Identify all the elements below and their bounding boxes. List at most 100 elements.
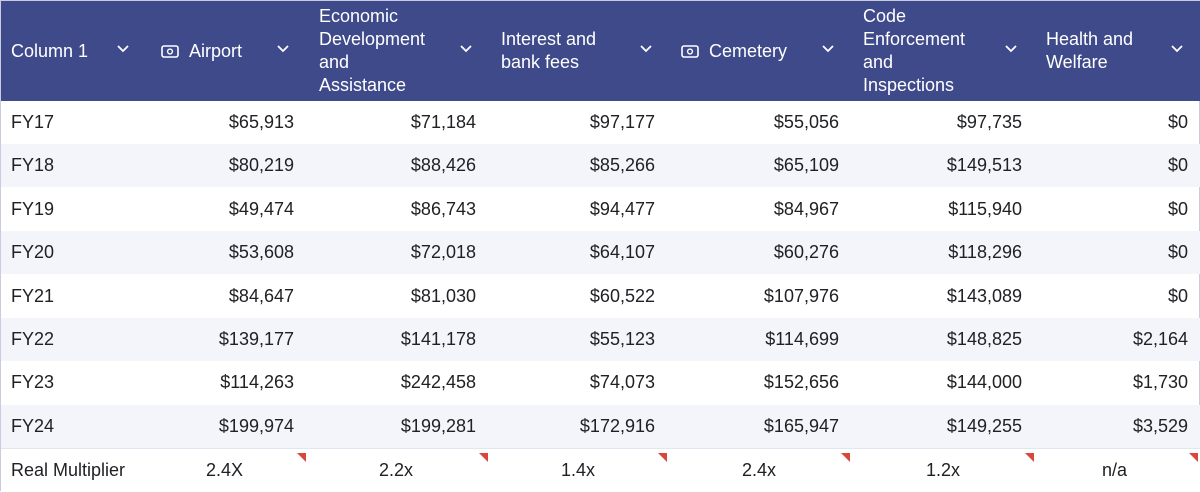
- chevron-down-icon[interactable]: [640, 41, 652, 55]
- table-cell[interactable]: $49,474: [228, 198, 294, 219]
- chevron-down-icon[interactable]: [277, 41, 289, 55]
- column-header-label: Column 1: [11, 40, 89, 61]
- table-cell[interactable]: $97,177: [589, 112, 655, 132]
- table-cell[interactable]: $143,089: [946, 285, 1022, 306]
- multiplier-value: n/a: [1102, 460, 1128, 480]
- multiplier-value: 2.2x: [379, 460, 414, 480]
- table-cell[interactable]: $0: [1167, 112, 1188, 132]
- row-label[interactable]: FY21: [11, 285, 55, 306]
- row-label[interactable]: FY24: [11, 415, 55, 436]
- table-cell[interactable]: $0: [1167, 285, 1188, 306]
- table-cell[interactable]: $1,730: [1132, 372, 1188, 393]
- multiplier-value: 2.4x: [742, 460, 777, 480]
- table-cell[interactable]: $172,916: [579, 415, 655, 436]
- chevron-down-icon[interactable]: [1171, 41, 1183, 55]
- column-header-interest-bank-fees[interactable]: Interest and bank fees: [501, 1, 596, 101]
- table-row: FY21 $84,647 $81,030 $60,522 $107,976 $143,08…: [1, 275, 1200, 318]
- table-cell[interactable]: $199,281: [400, 415, 476, 436]
- table-cell[interactable]: $242,458: [400, 372, 476, 393]
- column-header-label: Cemetery: [709, 40, 788, 61]
- column-header-cemetery[interactable]: Cemetery: [681, 1, 787, 101]
- column-header-code-enforcement[interactable]: Code Enforcement and Inspections: [863, 1, 965, 101]
- comment-flag-icon[interactable]: [479, 453, 488, 462]
- table-cell[interactable]: $0: [1167, 242, 1188, 263]
- row-label[interactable]: FY19: [11, 198, 55, 219]
- table-cell[interactable]: $88,426: [410, 155, 476, 176]
- table-cell[interactable]: $114,263: [220, 372, 294, 393]
- chevron-down-icon[interactable]: [117, 41, 129, 55]
- comment-flag-icon[interactable]: [841, 453, 850, 462]
- table-cell[interactable]: $85,266: [589, 155, 655, 176]
- column-header-label: Code Enforcement and Inspections: [863, 6, 966, 95]
- column-header-economic-development[interactable]: Economic Development and Assistance: [319, 1, 425, 101]
- table-cell[interactable]: $65,913: [228, 112, 294, 132]
- chevron-down-icon[interactable]: [822, 41, 834, 55]
- table-cell[interactable]: $81,030: [410, 285, 476, 306]
- multiplier-row: Real Multiplier 2.4X 2.2x 1.4x 2.4x 1.2x…: [1, 448, 1200, 492]
- multiplier-label: Real Multiplier: [11, 460, 126, 480]
- table-cell[interactable]: $114,699: [765, 329, 839, 349]
- table-cell[interactable]: $84,647: [228, 285, 294, 306]
- table-cell[interactable]: $86,743: [410, 198, 476, 219]
- table-cell[interactable]: $149,255: [946, 415, 1022, 436]
- comment-flag-icon[interactable]: [1189, 453, 1198, 462]
- table-cell[interactable]: $0: [1167, 155, 1188, 176]
- multiplier-value: 1.4x: [561, 460, 596, 480]
- table-cell[interactable]: $55,123: [589, 329, 655, 349]
- comment-flag-icon[interactable]: [658, 453, 667, 462]
- table-cell[interactable]: $72,018: [410, 242, 476, 263]
- comment-flag-icon[interactable]: [297, 453, 306, 462]
- table-cell[interactable]: $53,608: [228, 242, 294, 263]
- table-cell[interactable]: $55,056: [773, 112, 839, 132]
- table-cell[interactable]: $84,967: [773, 198, 839, 219]
- table-row: FY18 $80,219 $88,426 $85,266 $65,109 $149,513…: [1, 144, 1200, 188]
- row-label[interactable]: FY23: [11, 372, 55, 393]
- table-cell[interactable]: $74,073: [589, 372, 655, 393]
- table-cell[interactable]: $2,164: [1132, 329, 1188, 349]
- column-header-label: Interest and bank fees: [501, 29, 597, 72]
- table-cell[interactable]: $148,825: [946, 329, 1022, 349]
- table-row: FY23 $114,263 $242,458 $74,073 $152,656 $144,…: [1, 361, 1200, 404]
- row-label[interactable]: FY18: [11, 155, 55, 176]
- row-label[interactable]: FY22: [11, 329, 55, 349]
- currency-icon: [161, 44, 179, 58]
- table-cell[interactable]: $60,276: [773, 242, 839, 263]
- table-cell[interactable]: $71,184: [410, 112, 476, 132]
- row-label[interactable]: FY17: [11, 112, 55, 132]
- column-header-label: Airport: [189, 40, 243, 61]
- column-header-label: Economic Development and Assistance: [319, 6, 426, 95]
- table-cell[interactable]: $139,177: [218, 329, 294, 349]
- table-cell[interactable]: $64,107: [589, 242, 655, 263]
- table-cell[interactable]: $60,522: [589, 285, 655, 306]
- table-cell[interactable]: $141,178: [400, 329, 476, 349]
- table-row: FY19 $49,474 $86,743 $94,477 $84,967 $115,940…: [1, 188, 1200, 231]
- table-cell[interactable]: $3,529: [1132, 415, 1188, 436]
- comment-flag-icon[interactable]: [1025, 453, 1034, 462]
- chevron-down-icon[interactable]: [1005, 41, 1017, 55]
- table-cell[interactable]: $94,477: [589, 198, 655, 219]
- table-cell[interactable]: $80,219: [228, 155, 294, 176]
- table-cell[interactable]: $0: [1167, 198, 1188, 219]
- table-cell[interactable]: $118,296: [948, 242, 1022, 263]
- column-header-label: Health and Welfare: [1046, 29, 1134, 72]
- table-cell[interactable]: $65,109: [773, 155, 839, 176]
- chevron-down-icon[interactable]: [460, 41, 472, 55]
- multiplier-value: 2.4X: [206, 460, 244, 480]
- table-row: FY22 $139,177 $141,178 $55,123 $114,699 $148,…: [1, 318, 1200, 361]
- multiplier-value: 1.2x: [926, 460, 961, 480]
- table-cell[interactable]: $115,940: [948, 198, 1022, 219]
- column-header-airport[interactable]: Airport: [161, 1, 242, 101]
- table-cell[interactable]: $144,000: [946, 372, 1022, 393]
- table-cell[interactable]: $199,974: [218, 415, 294, 436]
- table-cell[interactable]: $152,656: [763, 372, 839, 393]
- table-row: FY17 $65,913 $71,184 $97,177 $55,056 $97,735 $…: [1, 101, 1200, 144]
- column-header-health-welfare[interactable]: Health and Welfare: [1046, 1, 1133, 101]
- column-header-1[interactable]: Column 1: [11, 1, 88, 101]
- table-cell[interactable]: $97,735: [956, 112, 1022, 132]
- table-cell[interactable]: $107,976: [763, 285, 839, 306]
- row-label[interactable]: FY20: [11, 242, 55, 263]
- table-cell[interactable]: $165,947: [763, 415, 839, 436]
- table-cell[interactable]: $149,513: [946, 155, 1022, 176]
- table-row: FY24 $199,974 $199,281 $172,916 $165,947 $149…: [1, 404, 1200, 448]
